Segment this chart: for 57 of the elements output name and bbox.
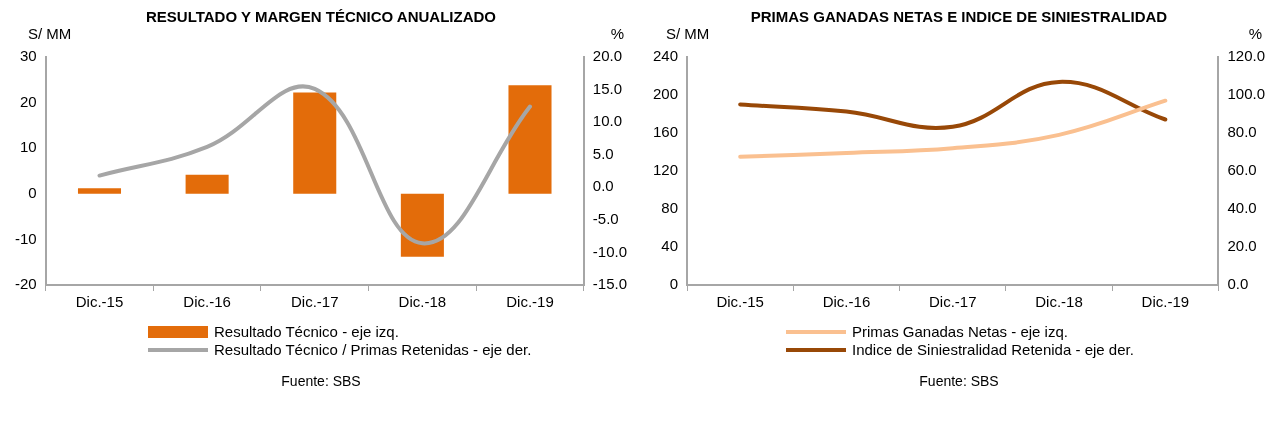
y2-tick-label: 80.0 (1227, 123, 1257, 141)
x-tick-label: Dic.-16 (183, 293, 231, 311)
y2-tick-label: 15.0 (592, 79, 623, 97)
y2-tick-label: 120.0 (1227, 47, 1266, 65)
x-tick-label: Dic.-16 (822, 293, 871, 311)
x-tick-label: Dic.-17 (928, 293, 977, 311)
source-note: Fuente: SBS (280, 373, 362, 389)
legend-label: Resultado Técnico - eje izq. (214, 323, 399, 341)
y-tick-label: 10 (19, 138, 37, 156)
y2-tick-label: 10.0 (592, 112, 623, 130)
x-tick-label: Dic.-15 (716, 293, 764, 311)
x-tick-label: Dic.-19 (506, 293, 554, 311)
y-tick-label: 20 (19, 92, 37, 110)
y2-tick-label: 0.0 (592, 177, 614, 195)
y2-tick-label: 20.0 (1227, 237, 1257, 255)
y-tick-label: -10 (14, 229, 37, 247)
y2-tick-label: 5.0 (592, 144, 614, 162)
x-tick-label: Dic.-15 (75, 293, 124, 311)
y-tick-label: 160 (653, 123, 679, 141)
y2-tick-label: 20.0 (592, 47, 623, 65)
y2-tick-label: 0.0 (1227, 275, 1249, 293)
y-tick-label: 40 (661, 237, 679, 255)
line-series (738, 79, 1168, 130)
y2-tick-label: 100.0 (1227, 85, 1266, 103)
x-tick-label: Dic.-18 (1035, 293, 1083, 311)
bar (77, 188, 122, 194)
y-tick-label: 120 (653, 161, 679, 179)
chart-title: RESULTADO Y MARGEN TÉCNICO ANUALIZADO (145, 8, 497, 25)
x-tick-label: Dic.-19 (1141, 293, 1190, 311)
y2-tick-label: -5.0 (592, 210, 619, 227)
legend-label: Primas Ganadas Netas - eje izq. (852, 323, 1068, 341)
bar (400, 193, 444, 257)
y2-axis-title: % (610, 25, 624, 44)
y-tick-label: 30 (19, 47, 37, 65)
y2-tick-label: 40.0 (1227, 199, 1257, 217)
y-tick-label: 240 (653, 47, 679, 65)
x-tick-label: Dic.-18 (398, 293, 447, 311)
bar (293, 92, 337, 194)
legend-label: Resultado Técnico / Primas Retenidas - eje der. (214, 341, 532, 359)
y-tick-label: 200 (653, 85, 679, 103)
y-tick-label: 80 (661, 199, 679, 217)
chart-title: PRIMAS GANADAS NETAS E INDICE DE SINIESTRALIDAD (749, 8, 1169, 25)
x-tick-label: Dic.-17 (290, 293, 339, 311)
y2-tick-label: -15.0 (592, 275, 628, 293)
legend-label: Indice de Siniestralidad Retenida - eje der. (852, 341, 1134, 359)
y-axis-title: S/ MM (666, 25, 710, 44)
y-tick-label: 0 (28, 183, 37, 201)
y2-tick-label: -10.0 (592, 242, 628, 260)
y2-tick-label: 60.0 (1227, 161, 1257, 179)
y-tick-label: -20 (14, 275, 37, 293)
line-series (738, 98, 1168, 159)
y2-axis-title: % (1248, 25, 1262, 44)
y-axis-title: S/ MM (28, 25, 72, 44)
bar (185, 174, 229, 194)
y-tick-label: 0 (669, 275, 679, 293)
bar (508, 85, 552, 194)
source-note: Fuente: SBS (918, 373, 1000, 389)
